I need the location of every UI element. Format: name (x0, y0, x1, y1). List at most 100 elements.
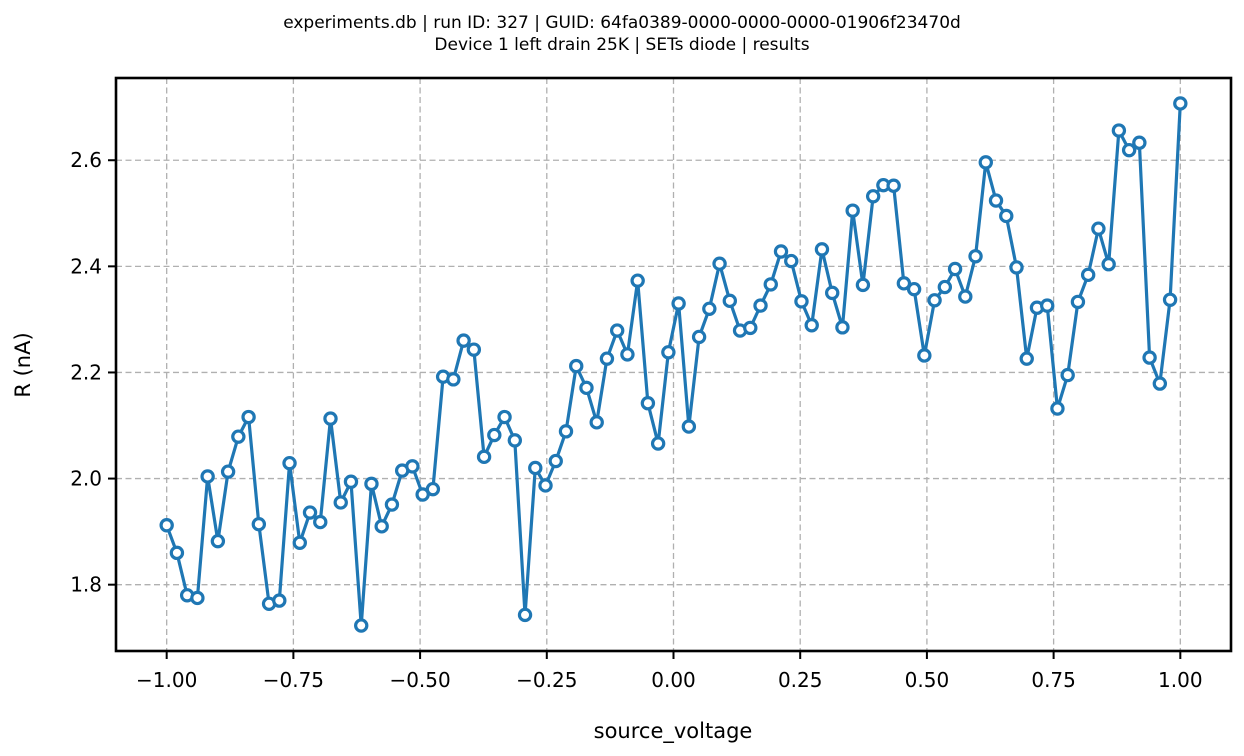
data-point (354, 618, 369, 633)
data-point (763, 277, 778, 292)
x-tick-label: 0.50 (905, 668, 950, 692)
data-point (282, 455, 297, 471)
data-point (220, 464, 236, 479)
data-point (1050, 401, 1065, 416)
data-point (784, 253, 799, 269)
y-tick-label: 1.8 (70, 573, 102, 597)
data-point (364, 476, 379, 492)
series-line (165, 103, 1182, 628)
data-point (302, 505, 318, 520)
x-tick-label: −0.25 (516, 668, 577, 692)
data-point (640, 396, 656, 411)
x-tick-label: −0.75 (263, 668, 324, 692)
data-point (1142, 350, 1157, 365)
data-point (1019, 351, 1034, 366)
data-point (497, 409, 512, 425)
y-tick-label: 2.0 (70, 467, 102, 491)
chart-title-line-1: experiments.db | run ID: 327 | GUID: 64f… (283, 13, 961, 33)
data-point (579, 380, 594, 396)
y-axis: 1.8 2.0 2.2 2.4 2.6 (70, 148, 116, 597)
data-point (681, 419, 697, 434)
data-point (343, 474, 359, 489)
data-point (210, 533, 226, 549)
data-point (865, 189, 881, 204)
data-point (609, 323, 625, 338)
data-point (272, 593, 287, 608)
data-point (814, 242, 830, 257)
y-tick-label: 2.4 (70, 254, 102, 278)
x-tick-label: 0.00 (651, 668, 696, 692)
data-point (1132, 135, 1147, 150)
data-point (200, 469, 215, 484)
data-point (384, 497, 400, 512)
data-point (794, 294, 809, 309)
data-point (1060, 367, 1075, 383)
x-axis: −1.00 −0.75 −0.50 −0.25 0.00 0.25 0.50 0.75 1.00 (136, 651, 1203, 692)
grid-lines (116, 78, 1231, 651)
data-point (753, 298, 768, 313)
data-point (968, 249, 983, 264)
data-point (743, 320, 758, 336)
y-tick-label: 2.2 (70, 360, 102, 384)
data-point (947, 261, 963, 277)
data-point (773, 244, 789, 259)
data-point (1152, 376, 1168, 391)
data-point (1173, 96, 1188, 111)
data-point (599, 351, 615, 366)
data-point (241, 409, 256, 425)
data-point (620, 347, 635, 362)
data-point (1111, 123, 1127, 138)
data-point (548, 453, 563, 469)
data-point (958, 289, 973, 304)
data-point (313, 514, 328, 530)
data-point (722, 293, 738, 309)
data-point (927, 293, 942, 308)
data-point (988, 193, 1004, 208)
data-point (487, 427, 502, 443)
data-point (835, 320, 850, 335)
data-point (292, 535, 307, 550)
y-axis-label: R (nA) (11, 332, 35, 397)
data-point (661, 345, 676, 360)
data-point (1121, 142, 1137, 158)
data-point (251, 517, 267, 532)
data-point (323, 411, 338, 426)
data-point (1162, 292, 1178, 307)
data-point (917, 348, 932, 363)
data-point (671, 296, 686, 311)
data-point (1101, 257, 1116, 272)
data-point (507, 433, 522, 448)
data-point (231, 429, 246, 444)
data-point (855, 277, 871, 293)
data-point (845, 203, 860, 218)
data-point (886, 178, 901, 193)
data-point (169, 545, 185, 561)
data-point (712, 256, 727, 271)
data-point (538, 478, 553, 493)
data-point (825, 285, 840, 301)
x-tick-label: −0.50 (389, 668, 450, 692)
x-tick-label: −1.00 (136, 668, 197, 692)
data-point (1080, 267, 1096, 283)
x-axis-label: source_voltage (594, 719, 753, 744)
data-point (1091, 221, 1106, 236)
data-point (476, 449, 492, 465)
data-point (558, 424, 574, 439)
data-point (405, 459, 420, 474)
data-point (691, 329, 707, 345)
data-point (1070, 294, 1086, 310)
data-point (528, 460, 543, 476)
data-point (906, 281, 922, 297)
x-tick-label: 1.00 (1158, 668, 1203, 692)
data-point (456, 333, 471, 348)
data-point (804, 318, 819, 333)
data-series (159, 96, 1188, 633)
data-point (517, 607, 533, 623)
data-point (702, 301, 717, 316)
data-point (446, 372, 461, 387)
data-point (937, 279, 953, 295)
data-point (466, 342, 482, 357)
data-point (630, 273, 645, 288)
data-point (159, 518, 174, 533)
